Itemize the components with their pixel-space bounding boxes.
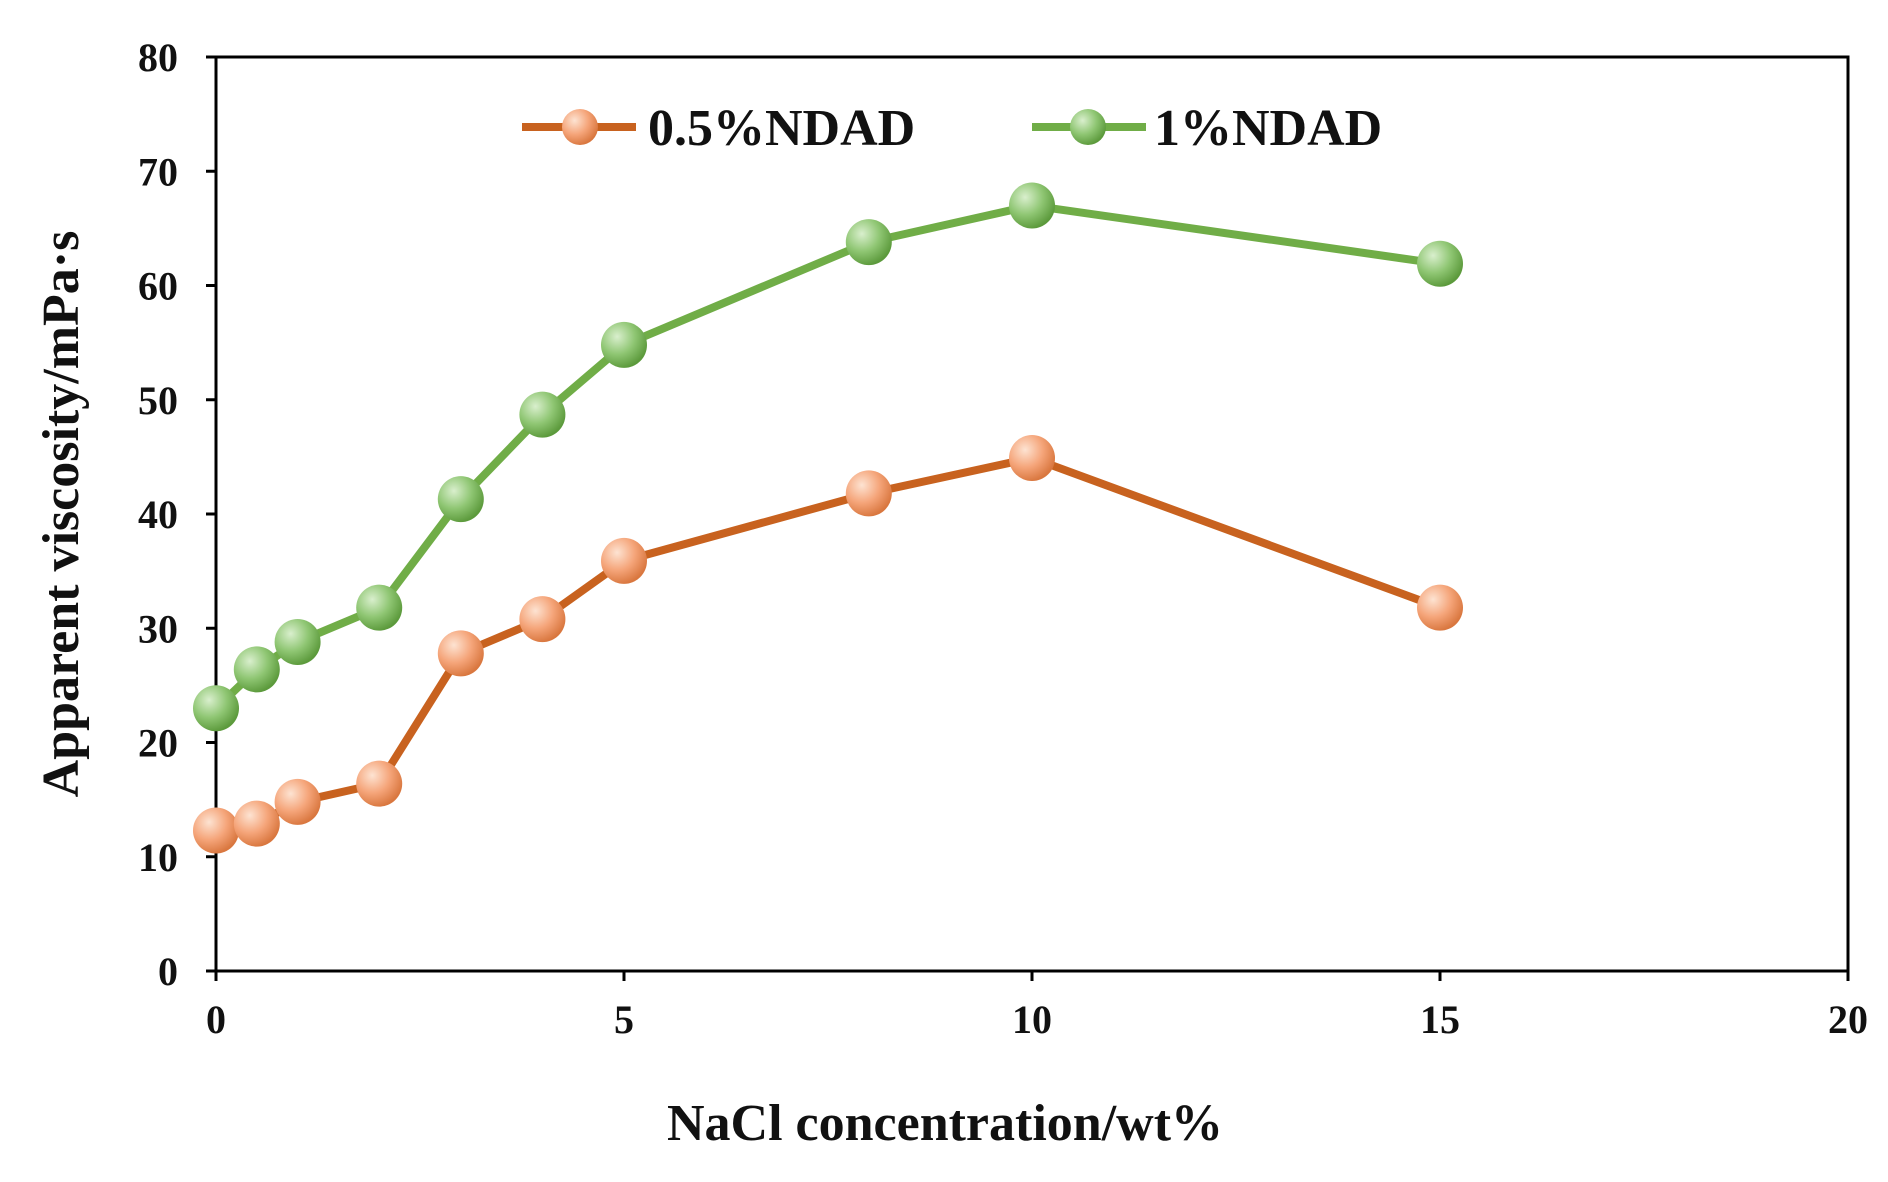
data-point-1 [519, 596, 566, 643]
x-axis-title: NaCl concentration/wt% [667, 1095, 1223, 1152]
data-point-1 [437, 630, 484, 677]
y-axis-ticks: 0 10 20 30 40 50 60 70 80 [138, 35, 216, 994]
y-tick-label: 10 [138, 835, 178, 880]
data-point-2 [233, 646, 280, 693]
data-point-2 [1417, 240, 1463, 287]
data-point-2 [193, 685, 239, 732]
y-tick-label: 30 [138, 606, 178, 651]
data-point-1 [233, 800, 280, 847]
data-point-2 [519, 391, 566, 438]
series-layer [193, 182, 1463, 854]
data-point-2 [437, 476, 484, 523]
data-point-1 [356, 760, 403, 807]
x-tick-label: 20 [1828, 997, 1868, 1042]
y-tick-label: 0 [158, 949, 178, 994]
data-point-1 [274, 778, 321, 825]
legend-label-1: 0.5%NDAD [648, 100, 915, 157]
x-axis-ticks: 0 5 10 15 20 [206, 971, 1868, 1042]
data-point-1 [1417, 584, 1463, 631]
data-point-2 [274, 618, 321, 665]
series-line-2 [213, 201, 1441, 712]
data-point-1 [1009, 435, 1055, 482]
y-tick-label: 20 [138, 721, 178, 766]
legend-marker-1 [562, 109, 598, 145]
series-line-1 [215, 454, 1442, 835]
legend: 0.5%NDAD 1%NDAD [522, 100, 1382, 157]
data-point-2 [845, 219, 892, 266]
data-point-1 [193, 807, 239, 854]
x-tick-label: 15 [1420, 997, 1460, 1042]
y-axis-title: Apparent viscosity/mPa·s [33, 231, 90, 798]
x-tick-label: 10 [1012, 997, 1052, 1042]
y-tick-label: 50 [138, 378, 178, 423]
data-point-2 [356, 584, 403, 631]
data-point-2 [1009, 182, 1055, 229]
y-tick-label: 80 [138, 35, 178, 80]
data-point-1 [601, 537, 647, 584]
legend-label-2: 1%NDAD [1154, 100, 1382, 157]
y-tick-label: 70 [138, 149, 178, 194]
data-point-1 [845, 470, 892, 517]
x-tick-label: 5 [614, 997, 634, 1042]
y-tick-label: 60 [138, 264, 178, 309]
legend-marker-2 [1070, 109, 1106, 145]
x-tick-label: 0 [206, 997, 226, 1042]
data-point-2 [601, 321, 647, 368]
y-tick-label: 40 [138, 492, 178, 537]
